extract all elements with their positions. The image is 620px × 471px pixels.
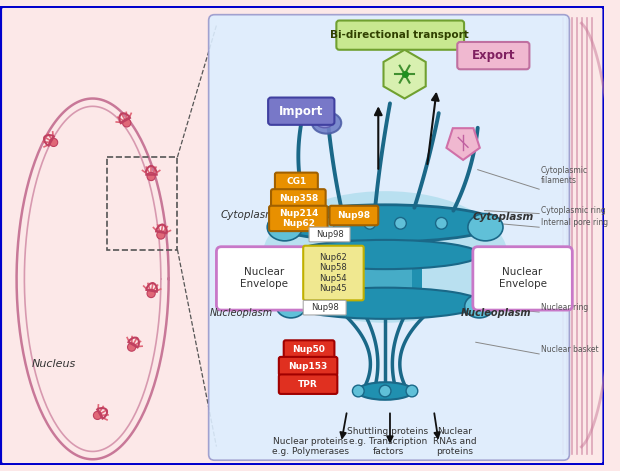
Text: Nuclear
Envelope: Nuclear Envelope <box>240 267 288 289</box>
FancyBboxPatch shape <box>303 300 346 315</box>
Circle shape <box>123 119 131 127</box>
Text: Import: Import <box>279 105 324 118</box>
Text: Nucleoplasm: Nucleoplasm <box>461 308 531 318</box>
Text: Nuclear proteins
e.g. Polymerases: Nuclear proteins e.g. Polymerases <box>272 437 348 456</box>
Ellipse shape <box>317 118 332 128</box>
Text: Cytoplasmic
filaments: Cytoplasmic filaments <box>541 166 588 186</box>
Bar <box>348 211 422 313</box>
Ellipse shape <box>288 288 482 319</box>
Text: Nup358: Nup358 <box>279 194 318 203</box>
FancyBboxPatch shape <box>473 247 572 310</box>
FancyBboxPatch shape <box>330 206 378 225</box>
Ellipse shape <box>267 213 303 241</box>
Circle shape <box>436 218 447 229</box>
Bar <box>107 157 177 250</box>
Text: Shuttling proteins
e.g. Transcription
factors: Shuttling proteins e.g. Transcription fa… <box>347 427 428 456</box>
Bar <box>358 216 412 308</box>
Text: Nup214
Nup62: Nup214 Nup62 <box>278 209 318 228</box>
Circle shape <box>157 231 165 239</box>
Circle shape <box>323 218 335 229</box>
Text: Nucleus: Nucleus <box>32 358 76 369</box>
Polygon shape <box>17 98 169 459</box>
FancyBboxPatch shape <box>458 42 529 69</box>
Text: Cytoplasmic ring: Cytoplasmic ring <box>541 205 606 215</box>
FancyBboxPatch shape <box>271 189 326 208</box>
Text: Nup98: Nup98 <box>311 303 339 312</box>
FancyBboxPatch shape <box>279 357 337 375</box>
FancyBboxPatch shape <box>0 6 604 465</box>
FancyBboxPatch shape <box>309 227 350 242</box>
Ellipse shape <box>468 213 503 241</box>
Text: Nucleoplasm: Nucleoplasm <box>210 308 273 318</box>
Text: TPR: TPR <box>298 380 318 389</box>
Circle shape <box>364 218 376 229</box>
Circle shape <box>128 343 136 351</box>
Circle shape <box>406 385 418 397</box>
Text: Cytoplasm: Cytoplasm <box>473 212 534 222</box>
Circle shape <box>352 385 364 397</box>
FancyBboxPatch shape <box>275 172 318 191</box>
Ellipse shape <box>357 382 413 400</box>
FancyBboxPatch shape <box>303 246 364 300</box>
Text: CG1: CG1 <box>286 178 306 187</box>
Ellipse shape <box>277 294 306 318</box>
FancyBboxPatch shape <box>337 21 464 50</box>
Text: Nup153: Nup153 <box>288 362 328 371</box>
Text: Bi-directional transport: Bi-directional transport <box>330 30 469 40</box>
Ellipse shape <box>262 191 508 323</box>
Text: Nuclear ring: Nuclear ring <box>541 303 588 312</box>
Ellipse shape <box>312 112 341 134</box>
Text: Nuclear
Envelope: Nuclear Envelope <box>498 267 547 289</box>
Circle shape <box>147 289 155 298</box>
Circle shape <box>379 385 391 397</box>
Circle shape <box>94 411 102 420</box>
Text: Nup98: Nup98 <box>337 211 371 220</box>
Text: Nup62
Nup58
Nup54
Nup45: Nup62 Nup58 Nup54 Nup45 <box>319 253 347 293</box>
FancyBboxPatch shape <box>268 97 334 125</box>
FancyBboxPatch shape <box>209 15 569 460</box>
Ellipse shape <box>273 205 498 242</box>
Circle shape <box>394 218 406 229</box>
FancyBboxPatch shape <box>279 374 337 394</box>
FancyBboxPatch shape <box>284 341 334 359</box>
Circle shape <box>50 138 58 146</box>
FancyBboxPatch shape <box>216 247 312 310</box>
Ellipse shape <box>290 240 480 269</box>
Text: Internal pore ring: Internal pore ring <box>541 218 608 227</box>
Circle shape <box>147 172 155 180</box>
Text: Cytoplasm: Cytoplasm <box>221 211 277 220</box>
Text: Nuclear
RNAs and
proteins: Nuclear RNAs and proteins <box>433 427 476 456</box>
Text: Nup50: Nup50 <box>293 345 326 354</box>
Text: Export: Export <box>472 49 515 62</box>
Ellipse shape <box>464 294 494 318</box>
FancyBboxPatch shape <box>269 206 327 231</box>
Text: Nuclear basket: Nuclear basket <box>541 345 599 354</box>
Text: Nup98: Nup98 <box>316 229 343 238</box>
